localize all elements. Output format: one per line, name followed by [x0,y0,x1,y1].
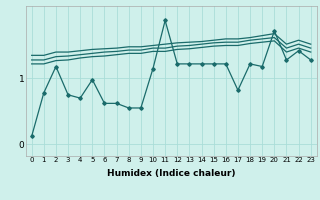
X-axis label: Humidex (Indice chaleur): Humidex (Indice chaleur) [107,169,236,178]
